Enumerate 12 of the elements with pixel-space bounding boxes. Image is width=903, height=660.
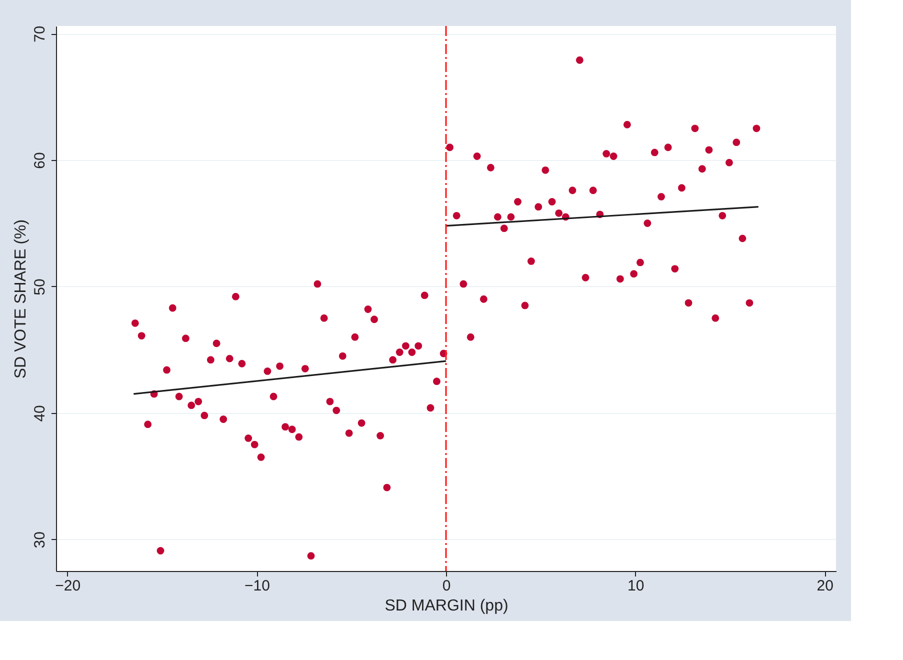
y-tick-label: 60 (32, 152, 48, 169)
x-tick-label: 0 (442, 578, 451, 594)
x-tick-label: −10 (244, 578, 270, 594)
x-tick-label: 20 (816, 578, 834, 594)
x-tick-label: −20 (55, 578, 81, 594)
y-tick-label: 70 (32, 26, 48, 42)
x-axis-title: SD MARGIN (pp) (384, 598, 508, 614)
y-tick-label: 50 (32, 278, 48, 296)
x-tick-label: 10 (627, 578, 644, 594)
y-tick-label: 30 (32, 532, 48, 548)
y-axis-title: SD VOTE SHARE (%) (12, 219, 30, 379)
y-tick-label: 40 (32, 405, 48, 422)
